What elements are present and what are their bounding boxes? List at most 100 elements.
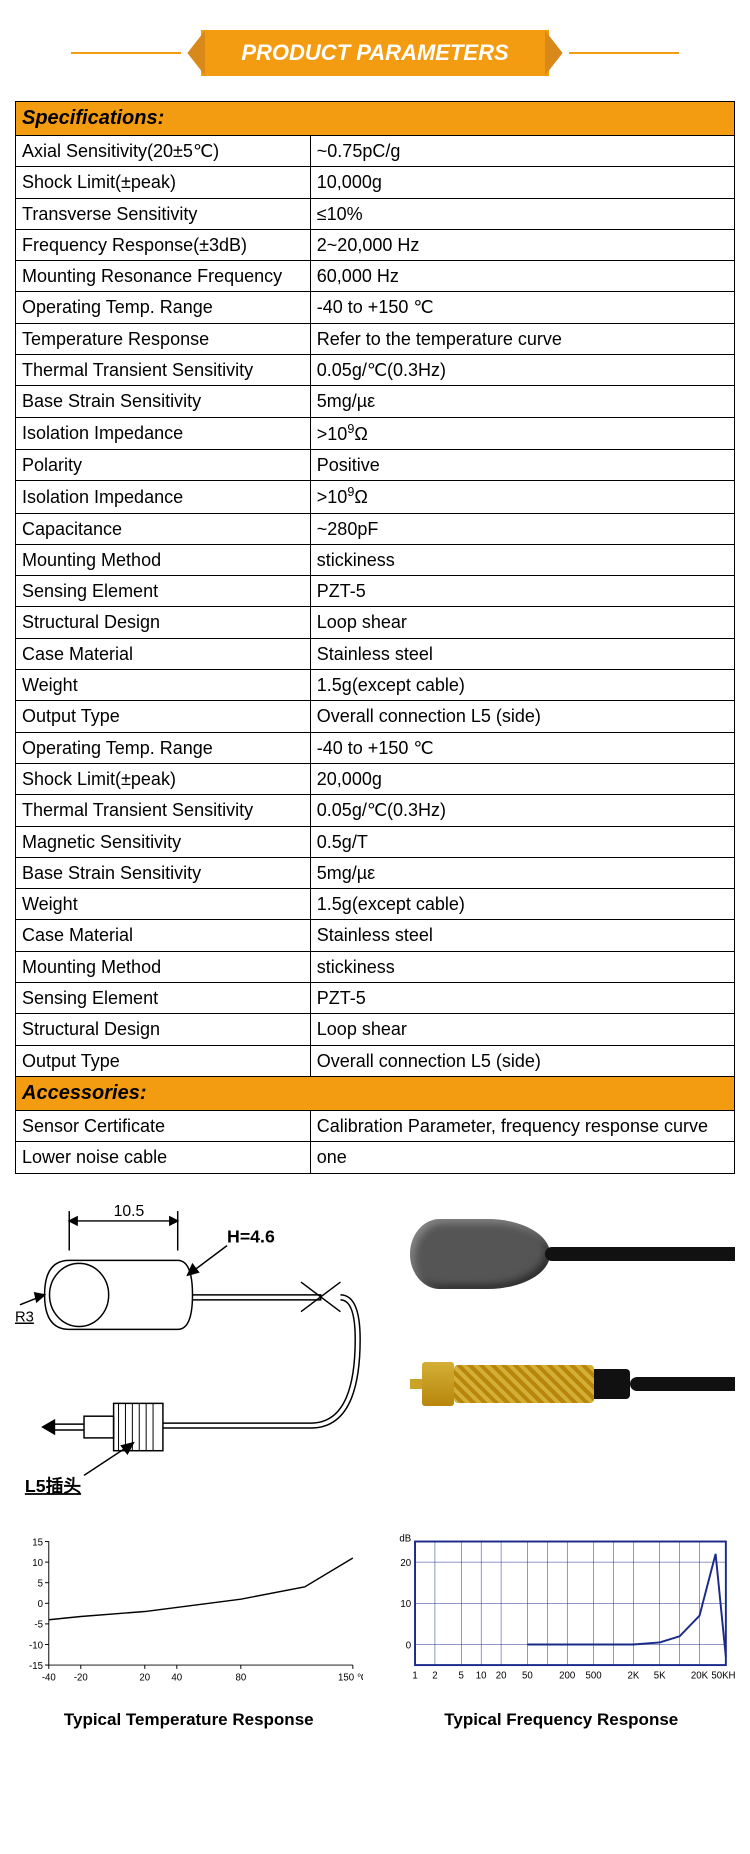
product-photo (380, 1199, 735, 1519)
svg-text:R3: R3 (15, 1309, 34, 1325)
spec-label: Mounting Resonance Frequency (16, 261, 311, 292)
spec-label: Mounting Method (16, 544, 311, 575)
spec-label: Temperature Response (16, 323, 311, 354)
spec-label: Lower noise cable (16, 1142, 311, 1173)
spec-value: 0.5g/T (310, 826, 734, 857)
svg-text:80: 80 (235, 1672, 246, 1683)
connector-icon (410, 1359, 630, 1409)
spec-value: 20,000g (310, 763, 734, 794)
svg-text:5: 5 (38, 1578, 43, 1589)
svg-text:150 ℃: 150 ℃ (338, 1672, 362, 1683)
spec-label: Shock Limit(±peak) (16, 167, 311, 198)
freq-chart-title: Typical Frequency Response (388, 1710, 736, 1730)
spec-label: Magnetic Sensitivity (16, 826, 311, 857)
svg-text:40: 40 (171, 1672, 182, 1683)
svg-text:H=4.6: H=4.6 (227, 1226, 275, 1246)
svg-text:20K: 20K (690, 1670, 708, 1681)
spec-value: ≤10% (310, 198, 734, 229)
svg-text:20: 20 (139, 1672, 150, 1683)
spec-value: Stainless steel (310, 638, 734, 669)
svg-text:0: 0 (405, 1640, 410, 1651)
svg-text:10: 10 (475, 1670, 486, 1681)
svg-text:-15: -15 (29, 1660, 43, 1671)
banner-rule-right (569, 52, 679, 54)
freq-response-chart: 20100dB1251020502005002K5K20K50KHz (388, 1529, 736, 1694)
spec-value: >109Ω (310, 417, 734, 449)
svg-text:1: 1 (412, 1670, 417, 1681)
spec-label: Axial Sensitivity(20±5℃) (16, 136, 311, 167)
banner: PRODUCT PARAMETERS (15, 30, 735, 76)
spec-label: Transverse Sensitivity (16, 198, 311, 229)
spec-value: Stainless steel (310, 920, 734, 951)
spec-label: Weight (16, 670, 311, 701)
spec-value: PZT-5 (310, 983, 734, 1014)
spec-value: Overall connection L5 (side) (310, 1045, 734, 1076)
svg-text:L5插头: L5插头 (25, 1475, 81, 1496)
svg-text:0: 0 (38, 1599, 43, 1610)
svg-text:-20: -20 (74, 1672, 88, 1683)
banner-rule-left (71, 52, 181, 54)
spec-label: Sensor Certificate (16, 1110, 311, 1141)
spec-label: Thermal Transient Sensitivity (16, 795, 311, 826)
spec-value: Positive (310, 449, 734, 480)
accessories-header: Accessories: (16, 1076, 735, 1110)
svg-text:2: 2 (432, 1670, 437, 1681)
spec-label: Sensing Element (16, 576, 311, 607)
svg-text:15: 15 (32, 1537, 43, 1548)
spec-value: 1.5g(except cable) (310, 670, 734, 701)
spec-value: 0.05g/℃(0.3Hz) (310, 355, 734, 386)
spec-value: 5mg/µε (310, 386, 734, 417)
spec-label: Shock Limit(±peak) (16, 763, 311, 794)
spec-label: Weight (16, 889, 311, 920)
spec-label: Sensing Element (16, 983, 311, 1014)
spec-label: Structural Design (16, 1014, 311, 1045)
spec-label: Frequency Response(±3dB) (16, 229, 311, 260)
spec-label: Isolation Impedance (16, 481, 311, 513)
spec-value: stickiness (310, 951, 734, 982)
spec-value: Loop shear (310, 1014, 734, 1045)
spec-value: PZT-5 (310, 576, 734, 607)
spec-value: >109Ω (310, 481, 734, 513)
cable-icon (630, 1377, 735, 1391)
spec-label: Operating Temp. Range (16, 292, 311, 323)
svg-text:-40: -40 (42, 1672, 56, 1683)
spec-value: Refer to the temperature curve (310, 323, 734, 354)
spec-value: 60,000 Hz (310, 261, 734, 292)
spec-value: ~280pF (310, 513, 734, 544)
spec-label: Structural Design (16, 607, 311, 638)
spec-label: Isolation Impedance (16, 417, 311, 449)
spec-value: Overall connection L5 (side) (310, 701, 734, 732)
cable-icon (545, 1247, 735, 1261)
spec-value: Calibration Parameter, frequency respons… (310, 1110, 734, 1141)
svg-text:-5: -5 (34, 1619, 43, 1630)
svg-text:-10: -10 (29, 1640, 43, 1651)
spec-value: 2~20,000 Hz (310, 229, 734, 260)
spec-label: Output Type (16, 1045, 311, 1076)
temp-response-chart: 15 10 5 0 -5 -10 -15-40 -20 20 40 80 150 ℃ (15, 1529, 363, 1694)
svg-text:50KHz: 50KHz (711, 1670, 735, 1681)
spec-value: 1.5g(except cable) (310, 889, 734, 920)
spec-value: 10,000g (310, 167, 734, 198)
spec-value: ~0.75pC/g (310, 136, 734, 167)
svg-text:200: 200 (559, 1670, 575, 1681)
spec-label: Operating Temp. Range (16, 732, 311, 763)
svg-text:2K: 2K (627, 1670, 639, 1681)
svg-text:10.5: 10.5 (114, 1203, 145, 1220)
spec-label: Polarity (16, 449, 311, 480)
spec-label: Case Material (16, 920, 311, 951)
spec-value: 0.05g/℃(0.3Hz) (310, 795, 734, 826)
svg-text:dB: dB (399, 1533, 411, 1544)
spec-label: Thermal Transient Sensitivity (16, 355, 311, 386)
svg-text:10: 10 (32, 1557, 43, 1568)
svg-text:20: 20 (400, 1557, 411, 1568)
spec-value: -40 to +150 ℃ (310, 292, 734, 323)
spec-value: 5mg/µε (310, 857, 734, 888)
specs-header: Specifications: (16, 102, 735, 136)
spec-label: Base Strain Sensitivity (16, 857, 311, 888)
temp-chart-title: Typical Temperature Response (15, 1710, 363, 1730)
banner-title: PRODUCT PARAMETERS (201, 30, 548, 76)
svg-text:5K: 5K (653, 1670, 665, 1681)
svg-text:500: 500 (585, 1670, 601, 1681)
svg-text:10: 10 (400, 1599, 411, 1610)
sensor-head-icon (410, 1219, 550, 1289)
